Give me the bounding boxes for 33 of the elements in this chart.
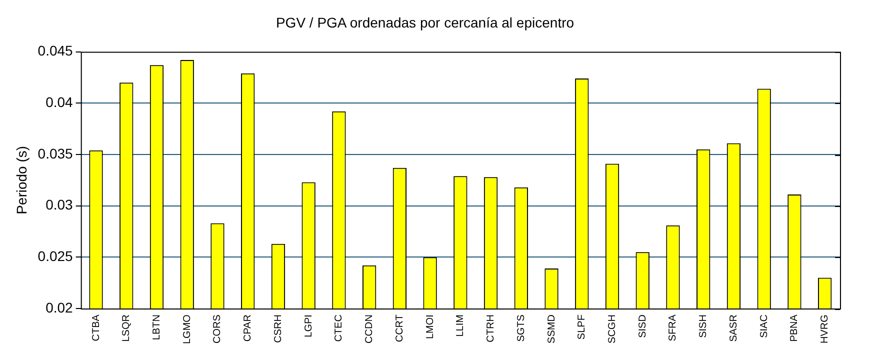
x-tick-label: LGMO [182, 314, 193, 344]
y-tick-label: 0.035 [38, 145, 74, 162]
x-tick-label: LMOI [424, 314, 436, 340]
y-tick-label: 0.02 [46, 299, 74, 316]
x-tick-label: CTBA [90, 314, 102, 342]
x-tick-label: CPAR [242, 314, 254, 342]
x-tick-label: SASR [728, 314, 740, 342]
y-tick-label: 0.025 [38, 248, 74, 264]
x-tick-label: LLIM [455, 314, 466, 337]
x-tick-label: CORS [212, 314, 224, 344]
x-tick-label: LSQR [121, 314, 132, 342]
x-tick-label: CCDN [364, 314, 376, 344]
y-tick-label: 0.045 [38, 42, 74, 59]
x-tick-label: LGPI [303, 314, 314, 338]
x-tick-label: CTRH [486, 314, 497, 342]
x-tick-label: SSMD [546, 314, 558, 344]
x-tick-label: HVRG [820, 314, 831, 344]
x-tick-label: CSRH [272, 314, 284, 343]
x-tick-label: SISD [637, 314, 648, 338]
x-tick-label: SGTS [516, 314, 527, 342]
x-tick-label: CTEC [334, 314, 345, 342]
x-tick-label: LBTN [152, 314, 162, 340]
x-tick-label: SFRA [668, 314, 679, 342]
chart-title: PGV / PGA ordenadas por cercanía al epicentro [276, 14, 574, 30]
x-tick-label: SIAC [758, 314, 770, 338]
x-tick-label: SISH [698, 314, 710, 338]
y-axis-title: Periodo (s) [13, 146, 30, 214]
x-tick-label: PBNA [789, 314, 800, 342]
y-tick-label: 0.04 [46, 94, 74, 110]
x-tick-label: CCRT [394, 314, 406, 342]
x-tick-label: SCGH [607, 314, 618, 344]
y-tick-label: 0.03 [46, 196, 74, 213]
x-tick-label: SLPF [576, 314, 588, 340]
